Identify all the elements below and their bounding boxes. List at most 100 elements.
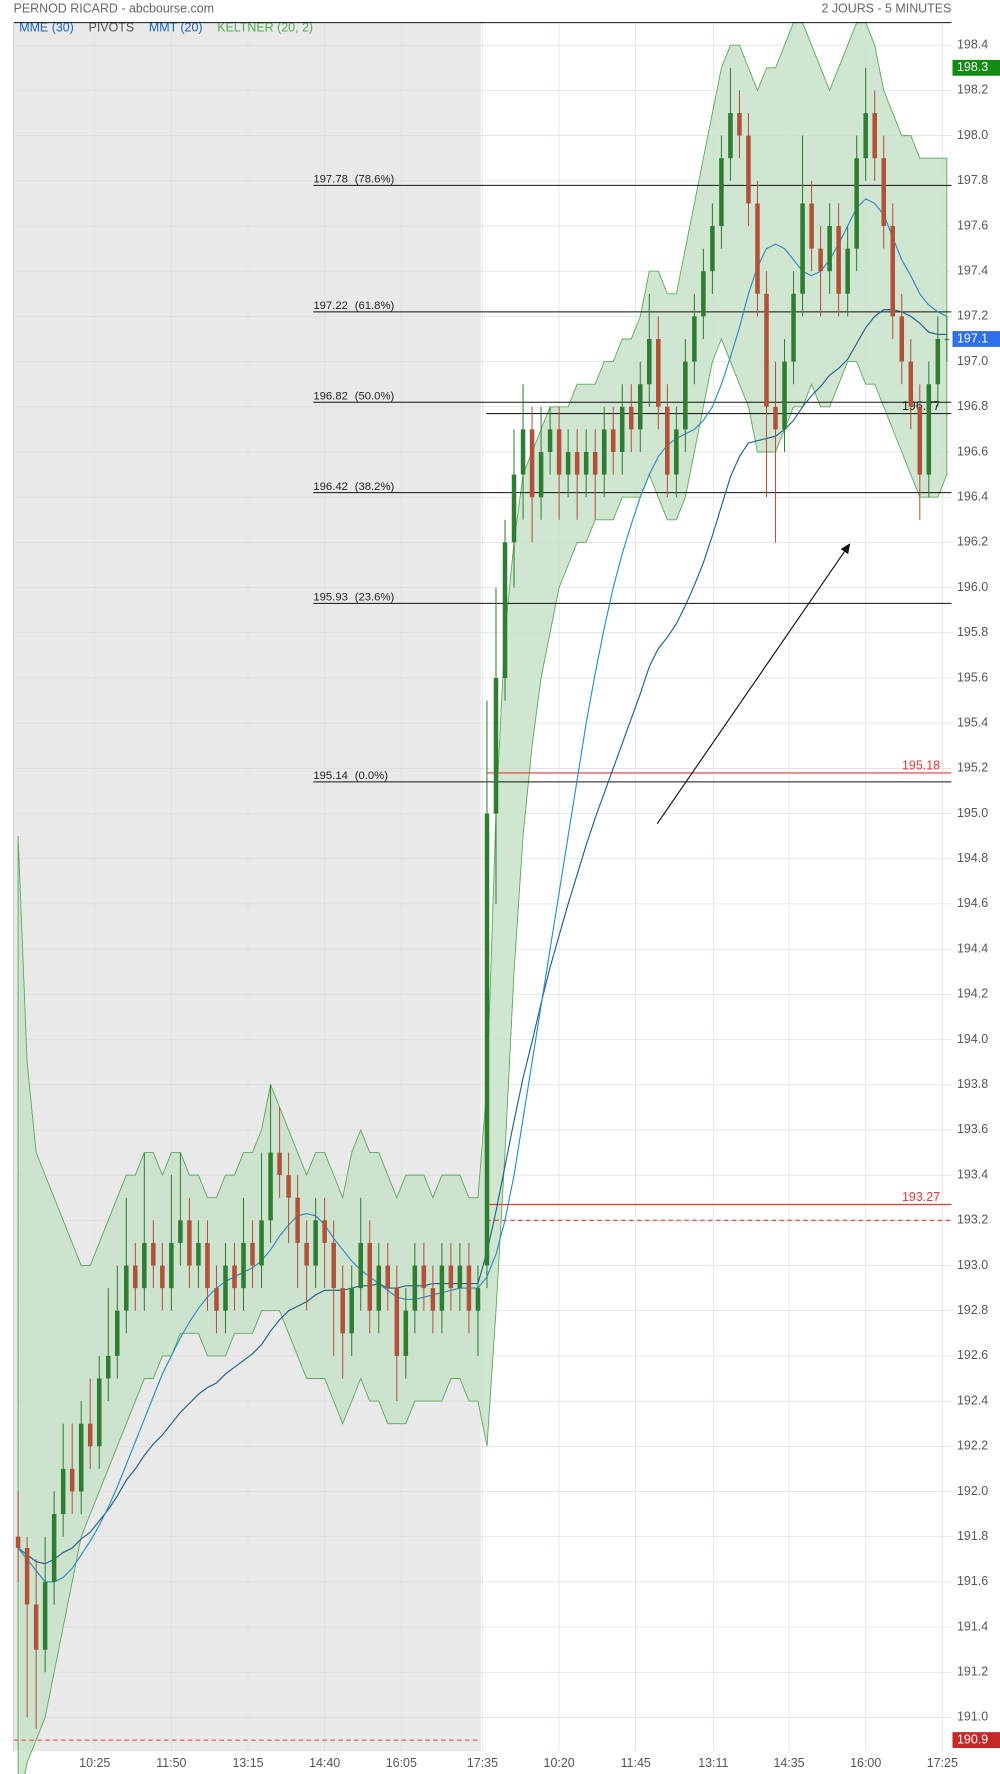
candle-body [60,1468,66,1515]
candle-body [484,813,490,1266]
x-tick-label: 16:00 [850,1756,881,1770]
candle-body [592,451,598,475]
y-tick-label: 195.8 [957,625,988,639]
candle-body [574,451,580,475]
y-tick-label: 191.8 [957,1529,988,1543]
candle-body [719,158,724,227]
legend-entry: MME (30) [19,21,74,35]
candle-body [619,406,625,452]
y-tick-label: 194.6 [957,896,988,910]
candle-body [412,1265,418,1311]
y-tick-label: 195.2 [957,761,988,775]
candle-body [755,203,760,294]
fib-value: 196.82 [313,391,348,403]
y-tick-label: 192.4 [957,1393,988,1407]
candle-body [421,1265,427,1289]
candle-body [638,384,643,430]
candle-body [169,1242,174,1289]
trend-arrow [656,543,851,824]
candle-body [124,1265,129,1311]
candle-body [908,361,914,407]
x-tick-label: 13:15 [232,1756,263,1770]
x-tick-label: 11:45 [621,1756,651,1770]
keltner-band [17,22,948,1774]
y-tick-label: 196.2 [957,535,988,549]
candle-body [917,406,923,475]
candle-body [340,1288,345,1334]
candle-body [205,1242,210,1289]
candle-body [782,361,787,430]
candle-body [115,1310,120,1356]
candle-body [547,429,553,452]
candle-body [674,429,679,475]
candle-body [87,1423,93,1447]
candle-body [601,429,607,475]
candle-body [160,1265,165,1289]
y-tick-label: 195.0 [957,806,988,820]
y-tick-label: 198.4 [957,38,988,52]
candle-body [232,1265,237,1289]
candle-body [223,1265,228,1311]
y-tick-label: 193.0 [957,1258,988,1272]
x-tick-label: 17:35 [467,1756,498,1770]
x-tick-label: 16:05 [386,1756,417,1770]
y-tick-label: 193.8 [957,1077,988,1091]
y-tick-label: 195.6 [957,670,988,684]
legend-entry: PIVOTS [89,21,135,35]
candle-body [872,113,877,159]
candle-body [610,429,616,452]
fib-value: 197.22 [313,300,348,312]
chart-period: 2 JOURS - 5 MINUTES [821,1,951,15]
moving-average-line [17,198,948,1583]
candle-body [358,1242,363,1289]
y-tick-label: 196.0 [957,580,988,594]
candle-body [899,316,905,362]
candle-body [78,1423,84,1492]
pivot-label: 195.18 [902,758,940,772]
price-badge [952,59,1000,76]
candle-body [24,1547,30,1605]
fib-pct: (0.0%) [355,770,389,782]
y-tick-label: 197.8 [957,173,988,187]
candle-body [511,474,517,543]
fib-value: 197.78 [313,174,348,186]
candle-body [926,384,932,475]
y-tick-label: 197.0 [957,354,988,368]
candle-body [313,1220,318,1266]
candle-body [385,1265,391,1289]
x-tick-label: 10:20 [544,1756,575,1770]
fib-pct: (78.6%) [355,174,395,186]
x-tick-label: 14:40 [309,1756,340,1770]
y-tick-label: 196.6 [957,444,988,458]
candle-body [33,1604,39,1650]
candle-body [178,1220,183,1243]
candle-body [457,1265,463,1289]
candle-body [520,429,526,475]
candle-body [448,1265,454,1289]
candle-body [556,429,562,475]
x-tick-label: 14:35 [773,1756,804,1770]
pivot-label: 193.27 [902,1190,940,1204]
candle-body [15,1536,21,1548]
legend-entry: MMT (20) [149,21,203,35]
y-tick-label: 196.4 [957,489,988,503]
candle-body [836,226,841,294]
x-tick-label: 13:11 [698,1756,728,1770]
candle-body [142,1242,147,1289]
candle-body [502,542,508,678]
candle-body [439,1265,445,1311]
candle-body [331,1242,336,1289]
fib-pct: (38.2%) [355,481,395,493]
candle-body [863,113,868,159]
y-tick-label: 193.2 [957,1213,988,1227]
fib-pct: (50.0%) [355,391,395,403]
candle-body [475,1288,481,1311]
candle-body [656,338,661,407]
y-tick-label: 191.2 [957,1665,988,1679]
candle-body [701,271,706,317]
candle-body [322,1220,327,1243]
candle-body [773,406,778,430]
candle-body [628,406,634,430]
candle-body [728,113,733,159]
candle-body [394,1288,400,1356]
